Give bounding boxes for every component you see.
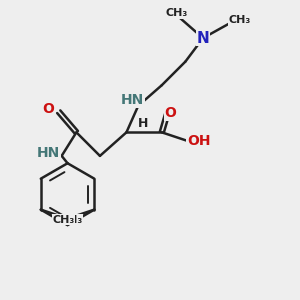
Text: H: H: [137, 117, 148, 130]
Text: O: O: [43, 102, 54, 116]
Text: HN: HN: [121, 93, 144, 107]
Text: CH₃: CH₃: [165, 8, 188, 18]
Text: O: O: [165, 106, 176, 120]
Text: OH: OH: [187, 134, 210, 148]
Text: CH₃: CH₃: [61, 215, 83, 225]
Text: HN: HN: [37, 146, 60, 160]
Text: N: N: [196, 31, 209, 46]
Text: CH₃: CH₃: [52, 215, 74, 225]
Text: CH₃: CH₃: [229, 15, 251, 26]
